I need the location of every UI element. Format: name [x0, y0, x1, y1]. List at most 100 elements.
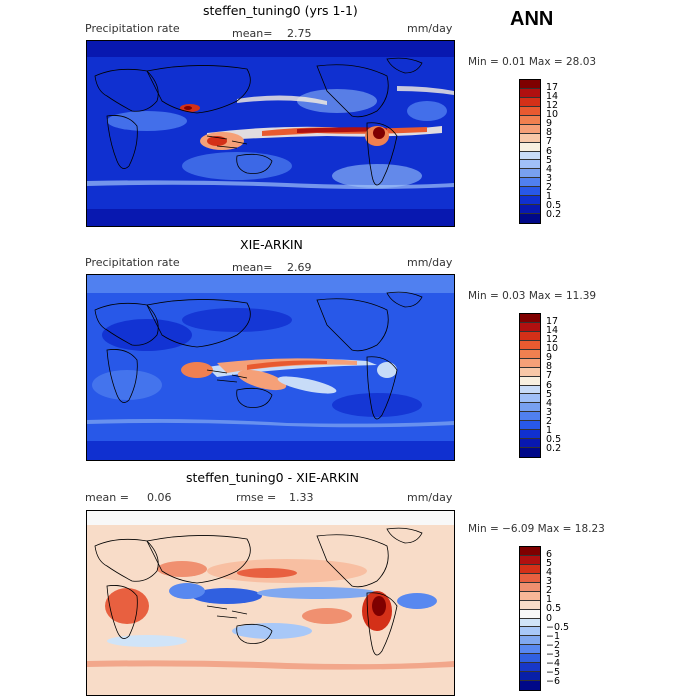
colorbar-swatch — [520, 349, 540, 359]
colorbar-tick-label: −0.5 — [546, 621, 570, 633]
colorbar-tick-label: 3 — [546, 576, 553, 588]
colorbar-swatch — [520, 547, 540, 556]
panel1-map — [86, 40, 455, 227]
colorbar-tick-label: 10 — [546, 109, 559, 121]
colorbar-swatch — [520, 205, 540, 215]
colorbar-swatch — [520, 421, 540, 431]
colorbar-swatch — [520, 124, 540, 134]
colorbar-swatch — [520, 88, 540, 98]
colorbar-tick-label: 14 — [546, 91, 559, 103]
colorbar-tick-label: 12 — [546, 334, 559, 346]
colorbar-swatch — [520, 672, 540, 682]
panel1-field-label: Precipitation rate — [85, 22, 180, 35]
colorbar-tick-label: 0.5 — [546, 603, 562, 615]
colorbar-tick-label: −1 — [546, 630, 561, 642]
colorbar-swatch — [520, 322, 540, 332]
colorbar-swatch — [520, 439, 540, 449]
colorbar-tick-label: 5 — [546, 558, 553, 570]
colorbar-tick-label: 17 — [546, 82, 559, 94]
panel2-colorbar — [519, 313, 541, 458]
colorbar-swatch — [520, 314, 540, 323]
colorbar-tick-label: 8 — [546, 361, 553, 373]
colorbar-tick-label: 7 — [546, 370, 553, 382]
colorbar-swatch — [520, 385, 540, 395]
panel2-colorbar-ticks: 17 14 12 10 9 8 7 6 5 4 3 2 1 0.5 0.2 — [546, 313, 586, 458]
colorbar-swatch — [520, 214, 540, 223]
colorbar-tick-label: 8 — [546, 127, 553, 139]
colorbar-swatch — [520, 663, 540, 673]
colorbar-swatch — [520, 178, 540, 188]
colorbar-tick-label: 2 — [546, 585, 553, 597]
colorbar-tick-label: −2 — [546, 639, 561, 651]
panel2-field-label: Precipitation rate — [85, 256, 180, 269]
colorbar-tick-label: 4 — [546, 163, 553, 175]
panel1-colorbar — [519, 79, 541, 224]
colorbar-tick-label: −3 — [546, 648, 561, 660]
panel2-units: mm/day — [407, 256, 453, 269]
colorbar-swatch — [520, 609, 540, 619]
colorbar-tick-label: 12 — [546, 100, 559, 112]
colorbar-swatch — [520, 600, 540, 610]
colorbar-tick-label: 17 — [546, 316, 559, 328]
colorbar-swatch — [520, 573, 540, 583]
colorbar-swatch — [520, 151, 540, 161]
colorbar-swatch — [520, 591, 540, 601]
colorbar-swatch — [520, 106, 540, 116]
colorbar-tick-label: −4 — [546, 657, 561, 669]
colorbar-swatch — [520, 654, 540, 664]
panel3-rmse-label: rmse = — [236, 491, 277, 504]
colorbar-tick-label: −6 — [546, 675, 561, 687]
panel3-colorbar — [519, 546, 541, 691]
colorbar-tick-label: 2 — [546, 415, 553, 427]
colorbar-tick-label: 4 — [546, 397, 553, 409]
panel3-map — [86, 510, 455, 696]
colorbar-swatch — [520, 403, 540, 413]
panel1-minmax: Min = 0.01 Max = 28.03 — [468, 56, 597, 68]
panel3-minmax: Min = −6.09 Max = 18.23 — [468, 523, 605, 535]
panel1-units: mm/day — [407, 22, 453, 35]
colorbar-swatch — [520, 142, 540, 152]
panel3-mean-value: 0.06 — [147, 491, 172, 504]
panel3-title: steffen_tuning0 - XIE-ARKIN — [186, 470, 359, 485]
colorbar-swatch — [520, 196, 540, 206]
colorbar-swatch — [520, 448, 540, 457]
panel3-colorbar-ticks: 6 5 4 3 2 1 0.5 0 −0.5 −1 −2 −3 −4 −5 −6 — [546, 546, 586, 691]
colorbar-swatch — [520, 645, 540, 655]
panel2-minmax: Min = 0.03 Max = 11.39 — [468, 290, 597, 302]
colorbar-swatch — [520, 331, 540, 341]
panel1-colorbar-ticks: 17 14 12 10 9 8 7 6 5 4 3 2 1 0.5 0.2 — [546, 79, 586, 224]
colorbar-swatch — [520, 358, 540, 368]
colorbar-tick-label: 0 — [546, 612, 553, 624]
colorbar-tick-label: 6 — [546, 549, 553, 561]
colorbar-tick-label: 1 — [546, 424, 553, 436]
colorbar-swatch — [520, 169, 540, 179]
colorbar-tick-label: 1 — [546, 190, 553, 202]
panel2-title: XIE-ARKIN — [240, 237, 303, 252]
panel2-stat-value: 2.69 — [287, 261, 312, 274]
colorbar-swatch — [520, 394, 540, 404]
colorbar-swatch — [520, 430, 540, 440]
colorbar-swatch — [520, 367, 540, 377]
colorbar-tick-label: 0.5 — [546, 433, 562, 445]
season-label: ANN — [510, 8, 554, 30]
panel1-title: steffen_tuning0 (yrs 1-1) — [203, 3, 358, 18]
colorbar-swatch — [520, 636, 540, 646]
colorbar-swatch — [520, 582, 540, 592]
colorbar-swatch — [520, 160, 540, 170]
colorbar-tick-label: 5 — [546, 154, 553, 166]
colorbar-tick-label: 6 — [546, 145, 553, 157]
colorbar-tick-label: 1 — [546, 594, 553, 606]
colorbar-tick-label: 3 — [546, 406, 553, 418]
colorbar-tick-label: 10 — [546, 343, 559, 355]
colorbar-tick-label: 5 — [546, 388, 553, 400]
colorbar-swatch — [520, 115, 540, 125]
colorbar-swatch — [520, 376, 540, 386]
panel3-units: mm/day — [407, 491, 453, 504]
colorbar-tick-label: 6 — [546, 379, 553, 391]
panel1-stat-value: 2.75 — [287, 27, 312, 40]
colorbar-swatch — [520, 133, 540, 143]
colorbar-tick-label: 14 — [546, 325, 559, 337]
colorbar-swatch — [520, 97, 540, 107]
panel2-stat-label: mean= — [232, 261, 273, 274]
colorbar-tick-label: 4 — [546, 567, 553, 579]
